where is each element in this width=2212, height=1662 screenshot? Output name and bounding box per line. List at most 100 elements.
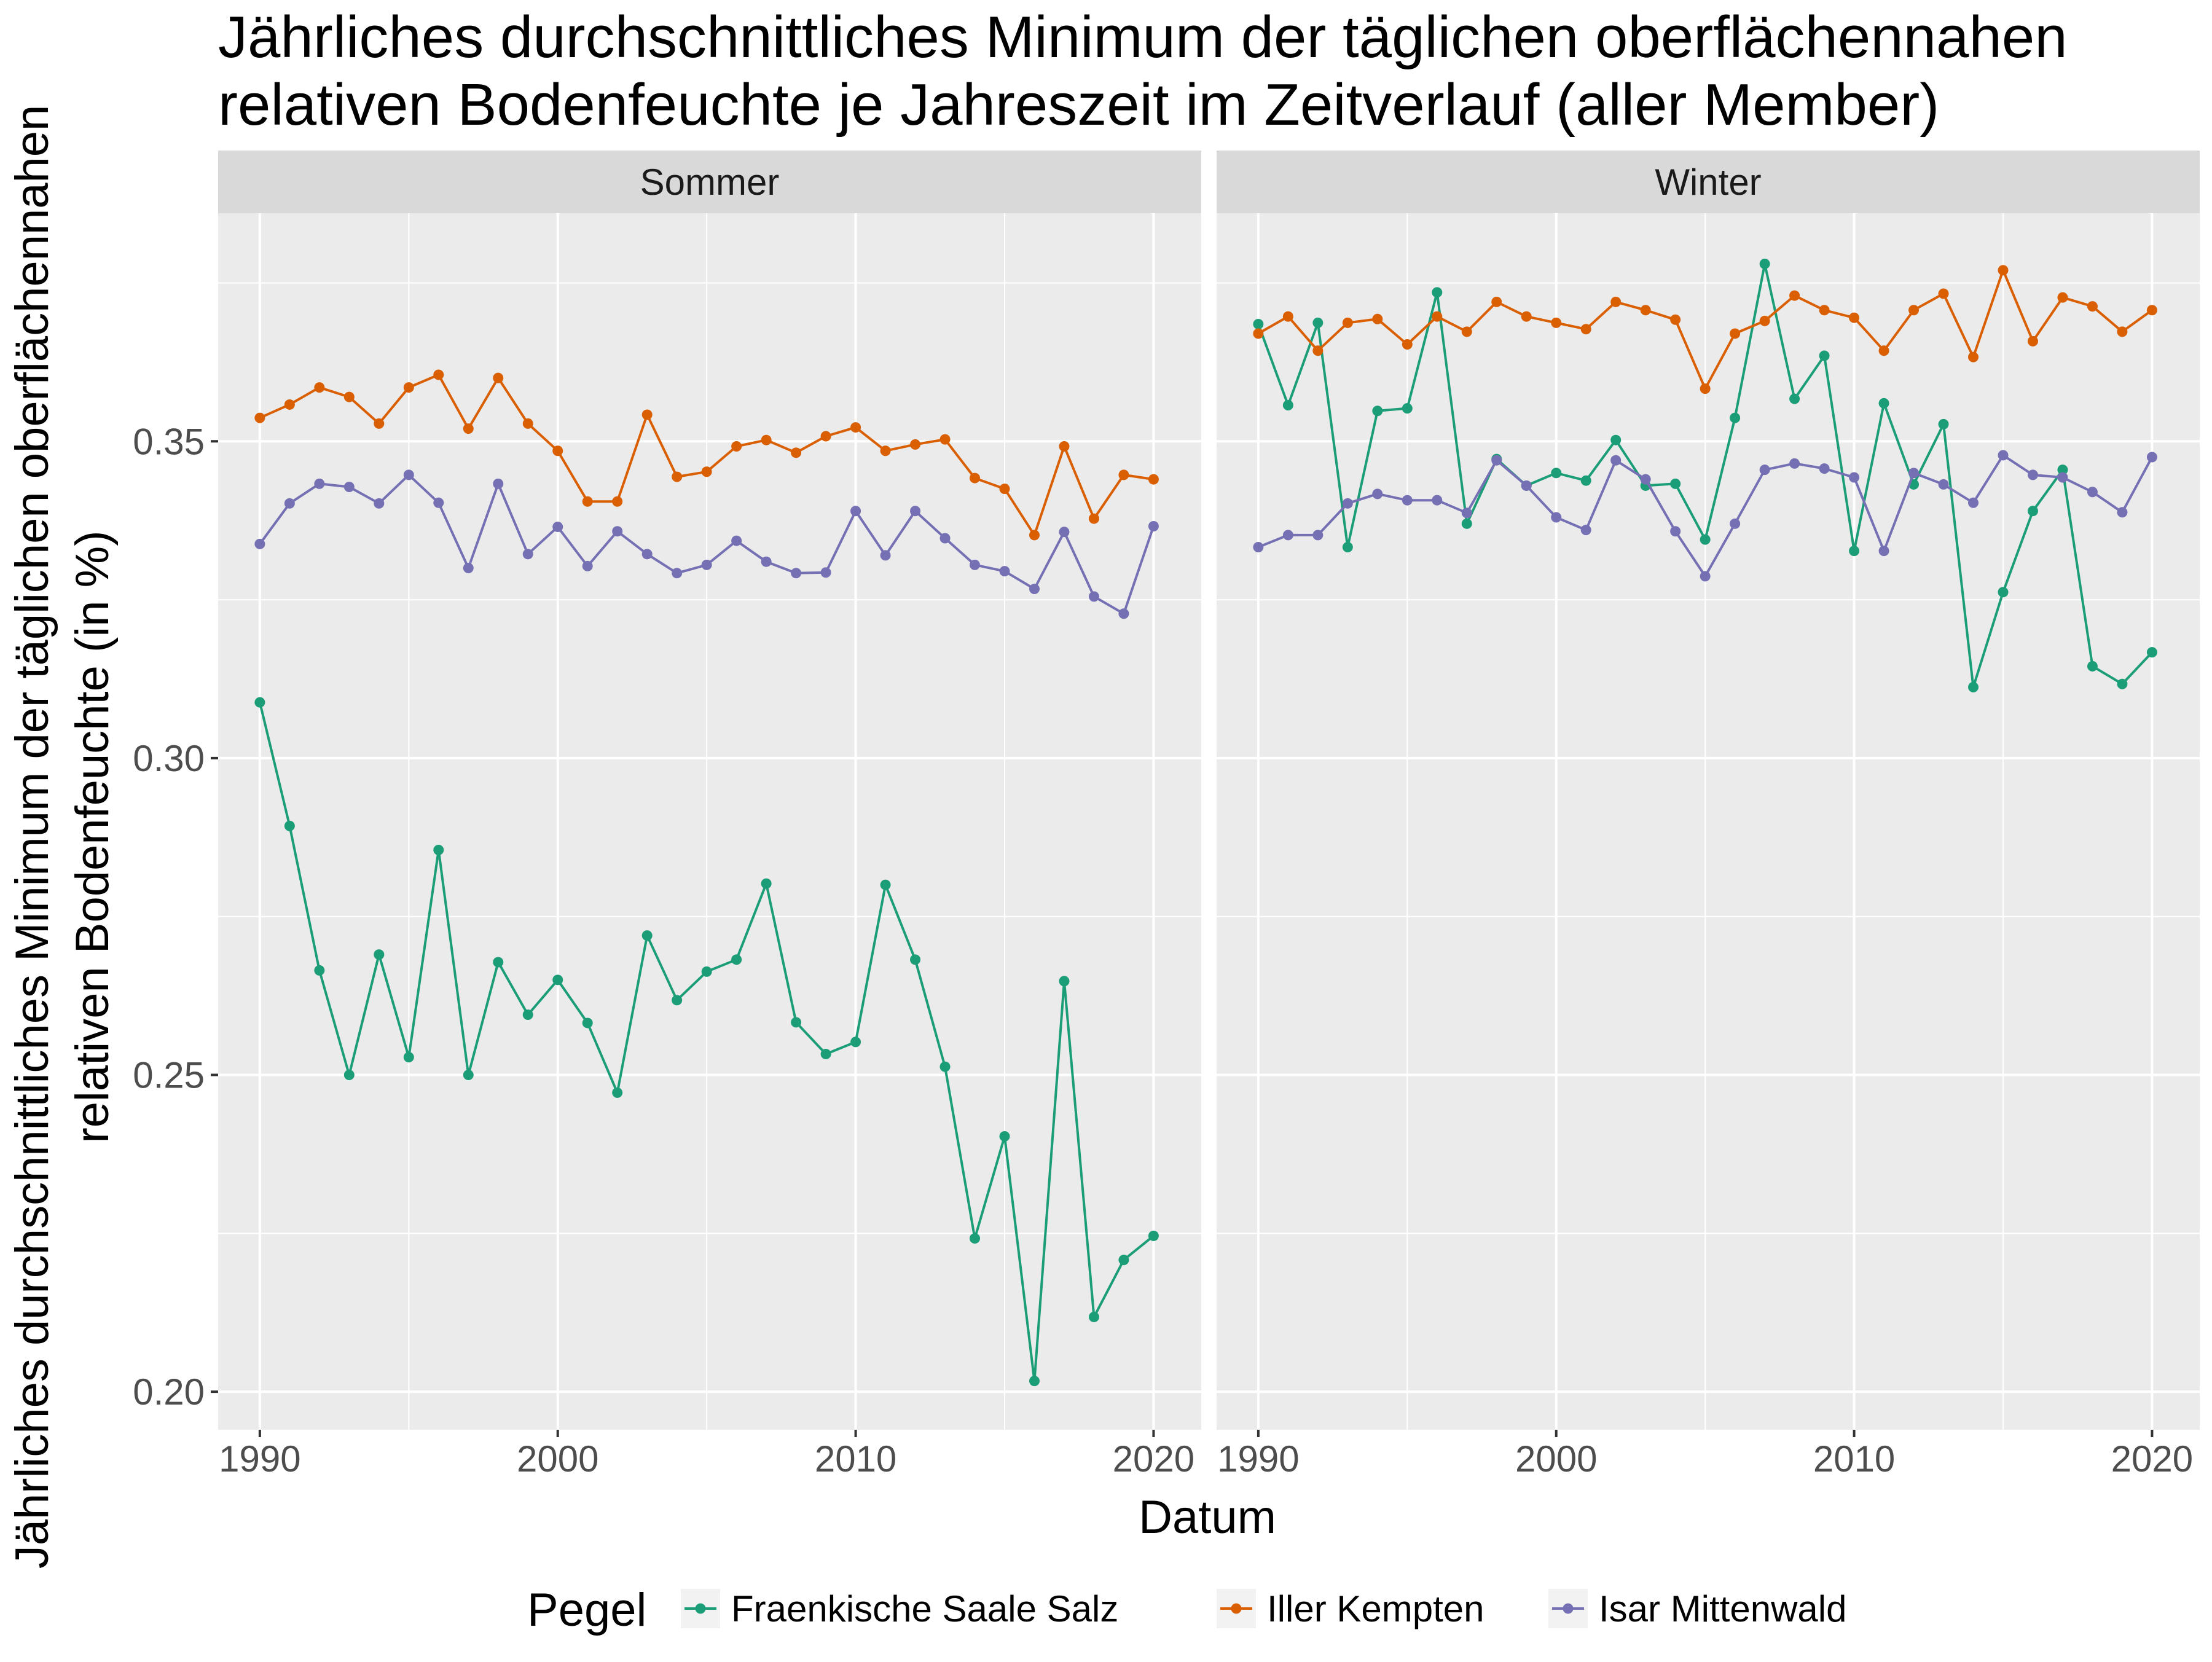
data-point-iller-kempten bbox=[612, 496, 623, 507]
data-point-fraenkische-saale-salz bbox=[2117, 678, 2128, 689]
x-tick-label: 2020 bbox=[1113, 1438, 1194, 1480]
data-point-iller-kempten bbox=[582, 496, 593, 507]
data-point-isar-mittenwald bbox=[1372, 488, 1383, 500]
data-point-iller-kempten bbox=[2057, 292, 2068, 303]
data-point-iller-kempten bbox=[2117, 326, 2128, 337]
data-point-fraenkische-saale-salz bbox=[1998, 587, 2009, 598]
x-tick-label: 2020 bbox=[2111, 1438, 2193, 1480]
data-point-isar-mittenwald bbox=[1759, 464, 1770, 476]
data-point-isar-mittenwald bbox=[1908, 468, 1920, 479]
data-point-fraenkische-saale-salz bbox=[2057, 464, 2068, 476]
data-point-isar-mittenwald bbox=[1730, 518, 1741, 529]
data-point-fraenkische-saale-salz bbox=[463, 1070, 474, 1080]
x-tick-label: 1990 bbox=[219, 1438, 300, 1480]
data-point-fraenkische-saale-salz bbox=[2027, 506, 2038, 517]
legend-label-iller-kempten: Iller Kempten bbox=[1267, 1588, 1484, 1629]
data-point-iller-kempten bbox=[2146, 305, 2157, 316]
data-point-isar-mittenwald bbox=[1491, 455, 1502, 466]
data-point-isar-mittenwald bbox=[403, 469, 414, 480]
data-point-fraenkische-saale-salz bbox=[672, 995, 683, 1006]
data-point-iller-kempten bbox=[731, 441, 742, 452]
data-point-fraenkische-saale-salz bbox=[2087, 660, 2098, 672]
panel-background-winter bbox=[1217, 213, 2200, 1430]
x-tick-label: 2010 bbox=[1813, 1438, 1895, 1480]
data-point-isar-mittenwald bbox=[2027, 469, 2038, 480]
data-point-isar-mittenwald bbox=[1029, 584, 1040, 595]
legend-title: Pegel bbox=[527, 1584, 646, 1636]
chart-title-line-1: Jährliches durchschnittliches Minimum de… bbox=[218, 4, 2068, 70]
data-point-iller-kempten bbox=[1461, 326, 1472, 337]
data-point-isar-mittenwald bbox=[1118, 608, 1129, 619]
data-point-isar-mittenwald bbox=[1282, 530, 1293, 541]
data-point-iller-kempten bbox=[1968, 351, 1979, 363]
data-point-fraenkische-saale-salz bbox=[850, 1037, 861, 1048]
data-point-fraenkische-saale-salz bbox=[970, 1233, 981, 1244]
facet-winter: Winter 1990 2000 2010 2020 bbox=[1217, 151, 2200, 1480]
data-point-iller-kempten bbox=[2027, 335, 2038, 347]
data-point-isar-mittenwald bbox=[2146, 452, 2157, 463]
data-point-fraenkische-saale-salz bbox=[1148, 1230, 1159, 1241]
legend-key-point bbox=[1231, 1603, 1242, 1614]
data-point-iller-kempten bbox=[1312, 345, 1324, 356]
data-point-isar-mittenwald bbox=[701, 559, 712, 570]
legend-key-point bbox=[1563, 1603, 1574, 1614]
data-point-isar-mittenwald bbox=[1789, 458, 1800, 469]
data-point-iller-kempten bbox=[850, 422, 861, 433]
data-point-fraenkische-saale-salz bbox=[1700, 534, 1711, 545]
data-point-iller-kempten bbox=[2087, 301, 2098, 312]
data-point-fraenkische-saale-salz bbox=[2146, 647, 2157, 658]
facet-strip-sommer bbox=[218, 151, 1201, 213]
data-point-isar-mittenwald bbox=[1580, 525, 1591, 536]
data-point-fraenkische-saale-salz bbox=[1849, 546, 1860, 557]
data-point-isar-mittenwald bbox=[1432, 495, 1443, 506]
data-point-isar-mittenwald bbox=[254, 538, 265, 549]
data-point-isar-mittenwald bbox=[1312, 530, 1324, 541]
data-point-iller-kempten bbox=[1938, 288, 1949, 299]
data-point-isar-mittenwald bbox=[284, 498, 295, 509]
data-point-iller-kempten bbox=[343, 391, 355, 402]
data-point-fraenkische-saale-salz bbox=[1670, 478, 1681, 489]
data-point-iller-kempten bbox=[1402, 339, 1413, 350]
y-tick-label: 0.25 bbox=[133, 1055, 205, 1096]
data-point-isar-mittenwald bbox=[493, 478, 504, 489]
data-point-fraenkische-saale-salz bbox=[1402, 403, 1413, 414]
data-point-isar-mittenwald bbox=[1551, 512, 1562, 523]
data-point-iller-kempten bbox=[433, 369, 444, 380]
data-point-iller-kempten bbox=[493, 372, 504, 383]
data-point-iller-kempten bbox=[791, 447, 802, 458]
data-point-iller-kempten bbox=[1059, 441, 1070, 452]
chart-title-line-2: relativen Bodenfeuchte je Jahreszeit im … bbox=[218, 72, 1939, 138]
data-point-fraenkische-saale-salz bbox=[343, 1070, 355, 1080]
data-point-isar-mittenwald bbox=[1088, 591, 1099, 602]
data-point-isar-mittenwald bbox=[1640, 474, 1651, 485]
data-point-iller-kempten bbox=[1819, 305, 1830, 316]
data-point-fraenkische-saale-salz bbox=[433, 844, 444, 855]
data-point-fraenkische-saale-salz bbox=[1789, 393, 1800, 404]
data-point-fraenkische-saale-salz bbox=[1282, 399, 1293, 410]
data-point-fraenkische-saale-salz bbox=[791, 1017, 802, 1028]
data-point-fraenkische-saale-salz bbox=[1312, 317, 1324, 328]
data-point-isar-mittenwald bbox=[1819, 463, 1830, 474]
data-point-fraenkische-saale-salz bbox=[1730, 412, 1741, 423]
data-point-iller-kempten bbox=[1491, 296, 1502, 307]
x-axis-title: Datum bbox=[1139, 1491, 1276, 1543]
data-point-fraenkische-saale-salz bbox=[939, 1061, 951, 1072]
x-tick-label: 2000 bbox=[517, 1438, 598, 1480]
data-point-iller-kempten bbox=[1088, 513, 1099, 524]
data-point-iller-kempten bbox=[1372, 313, 1383, 324]
facets-layer: Sommer 1990 2000 2010 2020 Winter 1990 2000 2010… bbox=[218, 151, 2200, 1480]
data-point-isar-mittenwald bbox=[672, 568, 683, 579]
data-point-fraenkische-saale-salz bbox=[522, 1009, 533, 1021]
data-point-fraenkische-saale-salz bbox=[612, 1087, 623, 1098]
data-point-fraenkische-saale-salz bbox=[1029, 1376, 1040, 1387]
y-axis-ticks: 0.20 0.25 0.30 0.35 bbox=[133, 421, 218, 1413]
data-point-isar-mittenwald bbox=[522, 549, 533, 560]
data-point-isar-mittenwald bbox=[1148, 520, 1159, 531]
data-point-iller-kempten bbox=[1640, 305, 1651, 316]
x-tick-label: 1990 bbox=[1217, 1438, 1299, 1480]
data-point-isar-mittenwald bbox=[1670, 526, 1681, 537]
data-point-fraenkische-saale-salz bbox=[820, 1048, 831, 1059]
data-point-fraenkische-saale-salz bbox=[1580, 475, 1591, 486]
data-point-fraenkische-saale-salz bbox=[701, 966, 712, 977]
